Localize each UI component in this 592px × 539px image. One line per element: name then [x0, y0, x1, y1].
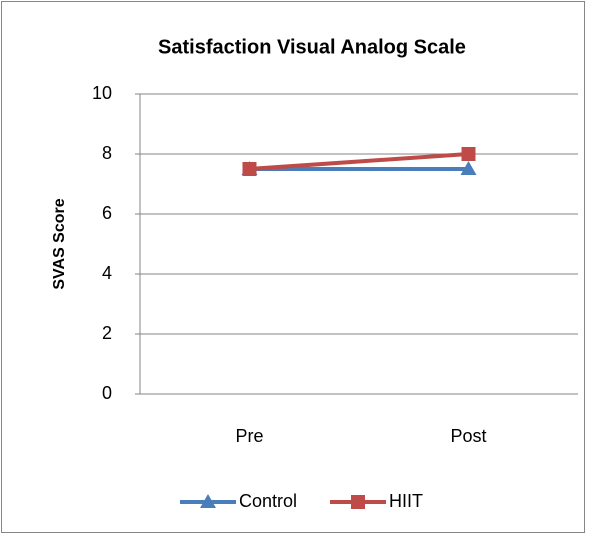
marker: [200, 494, 216, 508]
chart-border: [1, 1, 585, 533]
legend-label: Control: [239, 491, 297, 511]
series-line: [249, 152, 469, 171]
marker: [242, 162, 257, 176]
y-tick-label: 10: [92, 83, 112, 103]
y-axis-label: SVAS Score: [51, 198, 68, 289]
marker: [461, 147, 476, 161]
marker: [460, 161, 477, 175]
x-tick-label: Post: [450, 426, 486, 446]
y-tick-label: 6: [102, 203, 112, 223]
y-tick-label: 8: [102, 143, 112, 163]
y-tick-label: 0: [102, 383, 112, 403]
legend-label: HIIT: [389, 491, 423, 511]
y-tick-label: 4: [102, 263, 112, 283]
x-tick-label: Pre: [235, 426, 263, 446]
marker: [351, 495, 365, 509]
y-tick-label: 2: [102, 323, 112, 343]
chart-title: Satisfaction Visual Analog Scale: [158, 36, 466, 58]
